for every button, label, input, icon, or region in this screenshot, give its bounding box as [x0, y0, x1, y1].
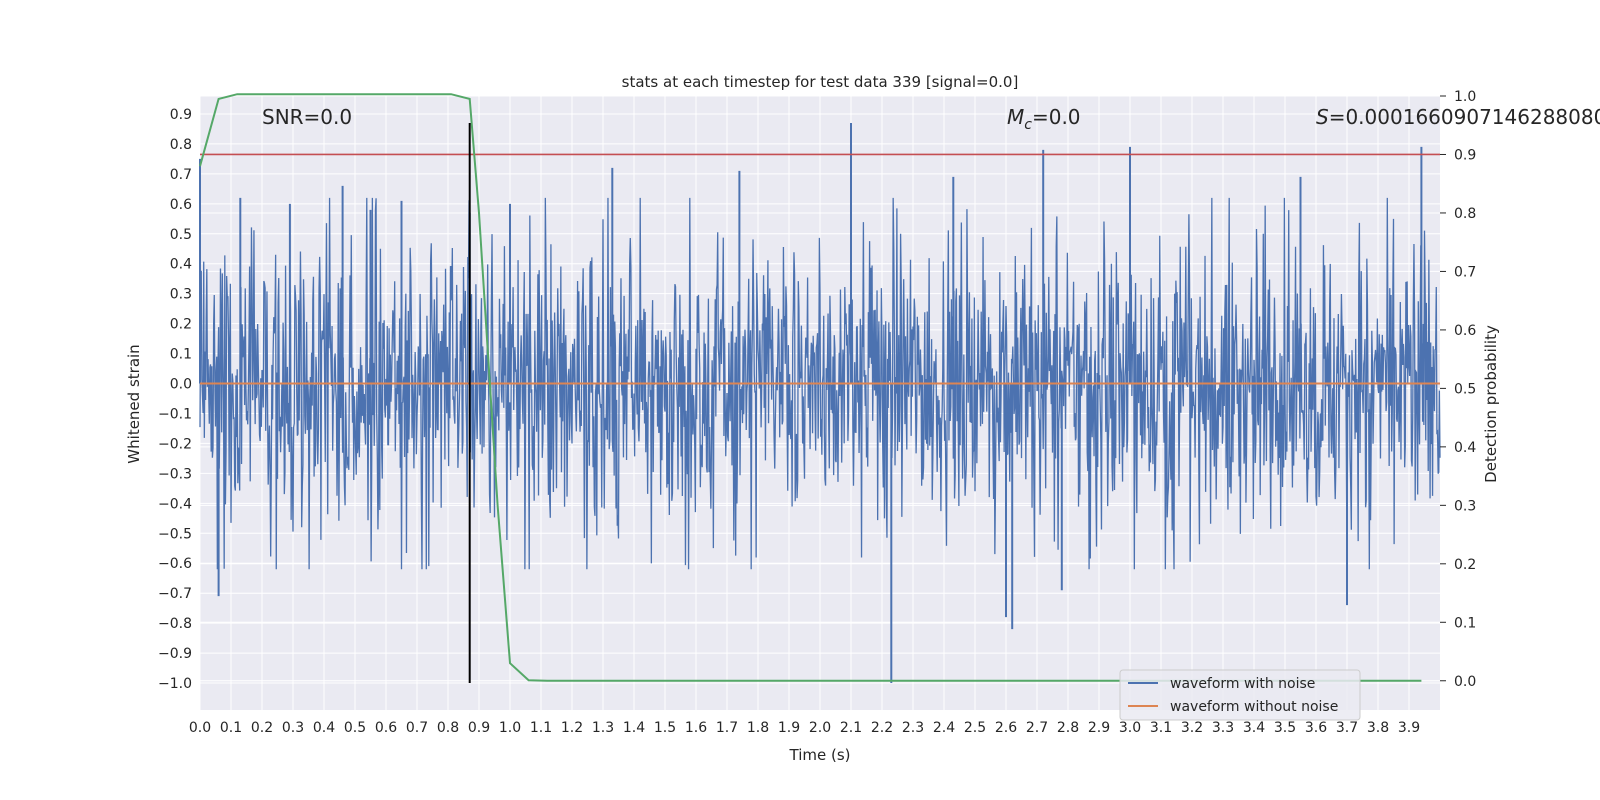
x-tick-label: 3.0	[1119, 720, 1141, 736]
x-tick-label: 0.5	[344, 720, 366, 736]
x-tick-label: 1.0	[499, 720, 521, 736]
x-tick-label: 2.6	[995, 720, 1017, 736]
y-tick-label: −0.7	[158, 586, 192, 602]
detection-probability-line	[199, 93, 1422, 682]
x-tick-label: 1.5	[654, 720, 676, 736]
x-tick-label: 3.6	[1305, 720, 1327, 736]
mc-annotation: Mc=0.0	[1007, 105, 1081, 133]
x-tick-label: 2.9	[1088, 720, 1110, 736]
y-tick-label: 0.1	[170, 347, 192, 363]
y-tick-label: 0.2	[170, 317, 192, 333]
y2-tick-label: 0.4	[1454, 440, 1476, 456]
x-tick-label: 2.4	[933, 720, 955, 736]
y-tick-label: 0.0	[170, 377, 192, 393]
x-tick-label: 0.3	[282, 720, 304, 736]
y2-tick-label: 0.1	[1454, 615, 1476, 631]
y-tick-label: −0.9	[158, 646, 192, 662]
y-tick-label: −0.5	[158, 526, 192, 542]
y2-tick-label: 0.2	[1454, 557, 1476, 573]
x-tick-label: 1.8	[747, 720, 769, 736]
legend: waveform with noise waveform without noi…	[1119, 669, 1361, 721]
x-tick-label: 3.7	[1336, 720, 1358, 736]
x-tick-label: 1.7	[716, 720, 738, 736]
legend-box	[1119, 669, 1361, 721]
x-axis-title: Time (s)	[789, 746, 851, 764]
y-tick-label: −0.3	[158, 466, 192, 482]
y-tick-label: −0.6	[158, 556, 192, 572]
y-tick-label: 0.3	[170, 287, 192, 303]
x-tick-label: 1.9	[778, 720, 800, 736]
x-tick-label: 0.1	[220, 720, 242, 736]
x-tick-label: 3.2	[1181, 720, 1203, 736]
x-tick-label: 1.2	[561, 720, 583, 736]
x-tick-label: 0.6	[375, 720, 397, 736]
chart-title: stats at each timestep for test data 339…	[622, 73, 1019, 91]
y2-tick-label: 0.6	[1454, 323, 1476, 339]
snr-annotation: SNR=0.0	[262, 105, 352, 129]
s-annotation: S=0.00016609071462880808	[1316, 105, 1600, 129]
y-tick-label: 0.8	[170, 137, 192, 153]
y2-tick-label: 0.0	[1454, 674, 1476, 690]
y2-tick-label: 0.8	[1454, 206, 1476, 222]
y-axis-title: Whitened strain	[125, 344, 143, 463]
y2-tick-label: 0.3	[1454, 498, 1476, 514]
x-tick-label: 0.0	[189, 720, 211, 736]
x-tick-label: 2.8	[1057, 720, 1079, 736]
x-tick-label: 2.1	[840, 720, 862, 736]
x-tick-label: 0.9	[468, 720, 490, 736]
noise-series	[199, 122, 1441, 684]
y2-tick-label: 0.5	[1454, 381, 1476, 397]
waveform-with-noise-line	[199, 197, 1441, 570]
x-tick-label: 3.4	[1243, 720, 1265, 736]
x-tick-label: 0.8	[437, 720, 459, 736]
y-tick-label: 0.7	[170, 167, 192, 183]
y2-tick-label: 0.9	[1454, 147, 1476, 163]
y-tick-label: 0.6	[170, 197, 192, 213]
y-tick-label: −0.1	[158, 406, 192, 422]
x-tick-label: 2.2	[871, 720, 893, 736]
x-tick-label: 1.6	[685, 720, 707, 736]
x-tick-label: 1.4	[623, 720, 645, 736]
x-tick-label: 2.0	[809, 720, 831, 736]
x-tick-label: 2.3	[902, 720, 924, 736]
s-symbol: S	[1316, 105, 1329, 129]
y2-axis-title: Detection probability	[1482, 325, 1500, 483]
x-tick-label: 3.8	[1367, 720, 1389, 736]
x-tick-label: 2.7	[1026, 720, 1048, 736]
x-tick-label: 3.1	[1150, 720, 1172, 736]
x-tick-label: 1.1	[530, 720, 552, 736]
y-tick-label: −0.4	[158, 496, 192, 512]
y-tick-label: 0.4	[170, 257, 192, 273]
legend-label-noise: waveform with noise	[1170, 676, 1315, 692]
x-tick-label: 0.4	[313, 720, 335, 736]
y2-tick-label: 0.7	[1454, 264, 1476, 280]
y-tick-labels: 0.9 0.8 0.7 0.6 0.5 0.4 0.3 0.2 0.1 0.0 −0.1 −0.2 −0…	[158, 107, 192, 692]
mc-subscript: c	[1024, 117, 1032, 133]
y-tick-label: −0.2	[158, 436, 192, 452]
mc-value: =0.0	[1032, 105, 1081, 129]
x-tick-label: 3.9	[1398, 720, 1420, 736]
y-tick-label: −0.8	[158, 616, 192, 632]
s-value: =0.00016609071462880808	[1329, 105, 1600, 129]
x-tick-label: 0.2	[251, 720, 273, 736]
y-tick-label: 0.5	[170, 227, 192, 243]
x-tick-label: 3.3	[1212, 720, 1234, 736]
x-tick-label: 2.5	[964, 720, 986, 736]
x-tick-labels: 0.0 0.1 0.2 0.3 0.4 0.5 0.6 0.7 0.8 0.9 1.0 1.1 1.2 1…	[189, 720, 1420, 736]
x-tick-label: 1.3	[592, 720, 614, 736]
legend-label-clean: waveform without noise	[1170, 699, 1338, 715]
y2-tick-label: 1.0	[1454, 89, 1476, 105]
x-tick-label: 3.5	[1274, 720, 1296, 736]
mc-symbol: M	[1007, 105, 1024, 129]
y-tick-label: −1.0	[158, 676, 192, 692]
y2-tick-labels: 1.0 0.9 0.8 0.7 0.6 0.5 0.4 0.3 0.2 0.1 0.0	[1440, 89, 1476, 690]
x-tick-label: 0.7	[406, 720, 428, 736]
y-tick-label: 0.9	[170, 107, 192, 123]
